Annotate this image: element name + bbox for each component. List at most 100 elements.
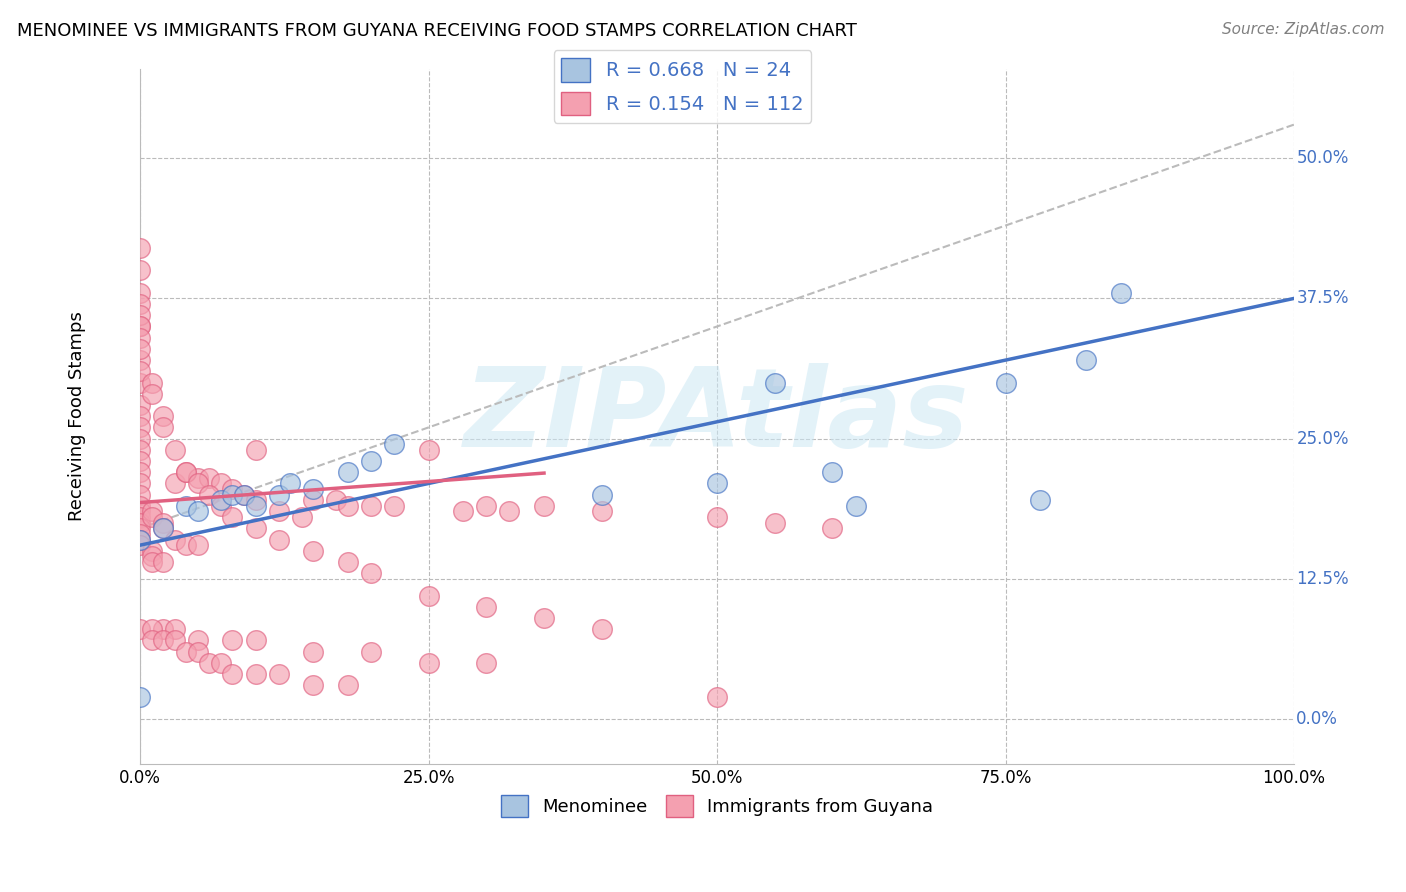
Point xyxy=(291,510,314,524)
Point xyxy=(209,499,232,513)
Point xyxy=(141,543,163,558)
Point xyxy=(245,633,267,648)
Point xyxy=(163,476,186,491)
Point xyxy=(221,488,243,502)
Point xyxy=(360,454,382,468)
Legend: Menominee, Immigrants from Guyana: Menominee, Immigrants from Guyana xyxy=(494,788,941,824)
Point xyxy=(129,538,152,552)
Point xyxy=(129,297,152,311)
Point xyxy=(163,533,186,547)
Point xyxy=(129,533,152,547)
Point xyxy=(498,504,520,518)
Point xyxy=(141,510,163,524)
Point xyxy=(360,566,382,581)
Point xyxy=(152,409,174,424)
Point xyxy=(141,504,163,518)
Point xyxy=(325,493,347,508)
Point xyxy=(152,555,174,569)
Point xyxy=(129,342,152,356)
Point xyxy=(209,493,232,508)
Point xyxy=(176,465,198,479)
Point xyxy=(591,622,613,636)
Point xyxy=(245,442,267,457)
Point xyxy=(706,690,728,704)
Point xyxy=(233,488,256,502)
Point xyxy=(1109,285,1132,300)
Point xyxy=(129,331,152,345)
Point xyxy=(233,488,256,502)
Text: Source: ZipAtlas.com: Source: ZipAtlas.com xyxy=(1222,22,1385,37)
Point xyxy=(129,454,152,468)
Text: 0.0%: 0.0% xyxy=(1296,710,1339,728)
Point xyxy=(141,386,163,401)
Point xyxy=(451,504,474,518)
Point xyxy=(302,678,325,692)
Point xyxy=(152,622,174,636)
Point xyxy=(706,510,728,524)
Point xyxy=(533,611,555,625)
Point xyxy=(152,420,174,434)
Point xyxy=(475,599,498,614)
Point xyxy=(763,516,786,530)
Point xyxy=(302,493,325,508)
Point xyxy=(141,549,163,564)
Point xyxy=(129,510,152,524)
Point xyxy=(267,533,290,547)
Point xyxy=(129,319,152,334)
Point xyxy=(129,521,152,535)
Point xyxy=(129,527,152,541)
Point xyxy=(209,476,232,491)
Point xyxy=(475,499,498,513)
Point xyxy=(533,499,555,513)
Text: Receiving Food Stamps: Receiving Food Stamps xyxy=(67,311,86,521)
Point xyxy=(176,499,198,513)
Point xyxy=(129,319,152,334)
Point xyxy=(129,690,152,704)
Point xyxy=(152,633,174,648)
Text: ZIPAtlas: ZIPAtlas xyxy=(464,363,970,470)
Point xyxy=(163,442,186,457)
Point xyxy=(245,499,267,513)
Point xyxy=(187,633,209,648)
Point xyxy=(198,488,221,502)
Point xyxy=(176,538,198,552)
Point xyxy=(129,442,152,457)
Point xyxy=(129,241,152,255)
Point xyxy=(336,555,359,569)
Point xyxy=(141,555,163,569)
Point xyxy=(267,667,290,681)
Point xyxy=(187,471,209,485)
Point xyxy=(187,645,209,659)
Point xyxy=(141,622,163,636)
Point xyxy=(198,471,221,485)
Point xyxy=(209,656,232,670)
Point xyxy=(152,521,174,535)
Point xyxy=(821,521,844,535)
Point xyxy=(141,376,163,390)
Point xyxy=(382,499,405,513)
Point xyxy=(129,622,152,636)
Point xyxy=(245,667,267,681)
Text: 50.0%: 50.0% xyxy=(1296,149,1348,167)
Point xyxy=(382,437,405,451)
Point xyxy=(1076,353,1098,368)
Point xyxy=(187,538,209,552)
Point xyxy=(845,499,868,513)
Point xyxy=(221,667,243,681)
Point xyxy=(221,510,243,524)
Point xyxy=(418,442,440,457)
Point xyxy=(152,516,174,530)
Point xyxy=(129,533,152,547)
Point xyxy=(129,364,152,378)
Point xyxy=(336,465,359,479)
Point xyxy=(129,398,152,412)
Point xyxy=(129,504,152,518)
Point xyxy=(591,488,613,502)
Point xyxy=(129,409,152,424)
Point xyxy=(245,493,267,508)
Point xyxy=(176,465,198,479)
Point xyxy=(129,516,152,530)
Point xyxy=(176,645,198,659)
Point xyxy=(302,482,325,496)
Point xyxy=(245,521,267,535)
